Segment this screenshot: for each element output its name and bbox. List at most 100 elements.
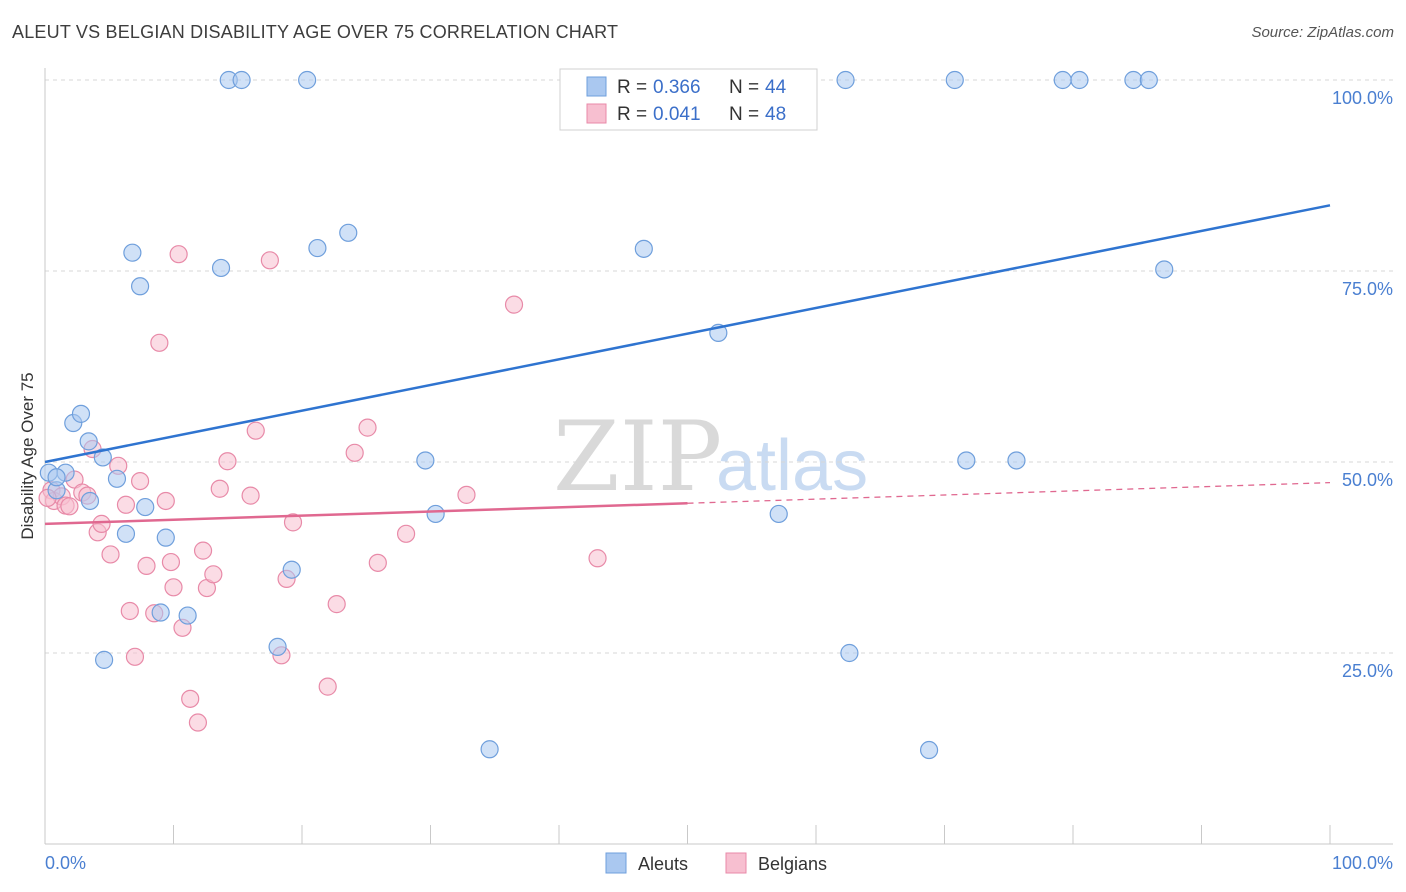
y-tick-label: 75.0% (1342, 279, 1393, 299)
aleut-point (156, 528, 175, 547)
aleut-point (107, 469, 127, 488)
aleut-point (1007, 451, 1026, 470)
belgian-point (137, 556, 156, 576)
watermark-atlas: atlas (716, 426, 868, 506)
aleut-point (79, 432, 98, 451)
belgian-point (181, 689, 200, 708)
bottom-legend-swatch-belgian (725, 852, 747, 874)
belgian-point (101, 545, 120, 564)
legend-n-value-belgian: 48 (765, 104, 786, 125)
belgian-point (60, 497, 79, 516)
belgian-point (193, 541, 213, 560)
chart-title: ALEUT VS BELGIAN DISABILITY AGE OVER 75 … (12, 22, 619, 42)
legend-swatch-belgian (586, 103, 607, 124)
aleut-point (211, 258, 231, 278)
aleut-point (308, 238, 327, 258)
belgian-points (38, 245, 607, 732)
belgian-trend-line-extension (687, 481, 1331, 504)
belgian-point (358, 418, 377, 437)
belgian-point (246, 421, 265, 440)
chart-source: Source: ZipAtlas.com (1251, 24, 1394, 41)
x-tick-label-min: 0.0% (45, 853, 86, 873)
aleut-point (426, 504, 445, 524)
legend-n-value-aleut: 44 (765, 77, 787, 98)
belgian-point (318, 677, 337, 696)
aleut-point (123, 243, 142, 262)
aleut-point (1053, 70, 1072, 90)
aleut-point (116, 524, 136, 543)
aleut-point (95, 650, 114, 669)
y-tick-label: 100.0% (1332, 88, 1393, 108)
belgian-point (504, 295, 524, 314)
aleut-point (130, 277, 150, 296)
belgian-point (368, 553, 387, 572)
aleut-point (151, 603, 170, 622)
belgian-point (120, 601, 139, 621)
belgian-point (241, 486, 260, 505)
bottom-legend-label-aleut: Aleuts (638, 854, 688, 874)
bottom-legend-label-belgian: Belgians (758, 854, 827, 874)
legend-r-label-aleut: R = (617, 77, 647, 98)
aleut-point (945, 70, 964, 90)
y-tick-labels: 25.0% 50.0% 75.0% 100.0% (1332, 88, 1393, 681)
y-tick-label: 25.0% (1342, 661, 1393, 681)
belgian-point (260, 251, 279, 270)
belgian-point (150, 333, 169, 352)
belgian-point (161, 552, 181, 572)
legend-swatch-aleut (586, 76, 607, 97)
x-ticks (173, 825, 1331, 844)
aleut-point (634, 239, 653, 258)
aleut-point (1070, 70, 1089, 90)
aleut-point (919, 740, 939, 760)
legend-n-label-belgian: N = (729, 104, 759, 125)
aleut-point (836, 70, 855, 90)
aleut-point (282, 560, 301, 579)
belgian-point (345, 443, 364, 462)
legend-r-value-aleut: 0.366 (653, 77, 701, 98)
bottom-legend-swatch-aleut (605, 852, 627, 874)
bottom-legend: Aleuts Belgians (605, 852, 827, 874)
legend-r-value-belgian: 0.041 (653, 104, 701, 125)
aleut-point (1139, 70, 1158, 90)
belgian-point (396, 524, 416, 543)
belgian-point (218, 452, 237, 471)
aleut-point (339, 223, 358, 242)
aleut-point (71, 404, 91, 423)
aleut-point (416, 451, 435, 470)
x-tick-label-max: 100.0% (1332, 853, 1393, 873)
legend-box: R = 0.366 N = 44 R = 0.041 N = 48 (559, 68, 818, 131)
belgian-point (156, 491, 175, 511)
aleut-point (80, 491, 100, 511)
watermark-zip: ZIP (553, 401, 722, 513)
y-tick-label: 50.0% (1342, 470, 1393, 490)
belgian-point (116, 495, 136, 514)
aleut-point (136, 497, 155, 517)
aleut-point (93, 448, 112, 467)
axes (44, 68, 1393, 845)
aleut-point (268, 637, 287, 656)
belgian-point (210, 479, 229, 498)
belgian-point (327, 595, 346, 614)
belgian-point (457, 485, 476, 504)
belgian-point (130, 472, 150, 491)
belgian-point (125, 647, 145, 666)
belgian-point (204, 565, 223, 584)
aleut-point (840, 643, 859, 663)
legend-n-label-aleut: N = (729, 77, 759, 98)
belgian-point (92, 514, 111, 533)
aleut-point (957, 451, 976, 470)
aleut-point (178, 606, 197, 625)
belgian-point (588, 549, 607, 568)
aleut-point (769, 504, 788, 524)
y-axis-label: Disability Age Over 75 (18, 372, 37, 539)
aleut-point (1124, 70, 1143, 90)
belgian-point (188, 713, 208, 732)
aleut-point (1155, 260, 1174, 279)
legend-r-label-belgian: R = (617, 104, 647, 125)
trend-lines (44, 204, 1331, 526)
belgian-point (164, 578, 183, 597)
belgian-point (169, 245, 188, 264)
aleut-point (47, 468, 66, 487)
belgian-trend-line (44, 502, 688, 526)
